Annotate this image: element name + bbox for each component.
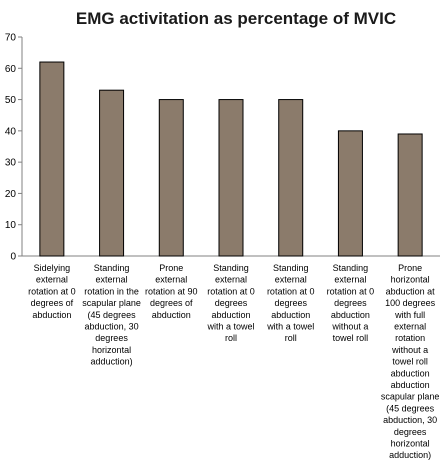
category-label-line: (45 degrees [88,310,137,320]
category-label-line: Prone [398,263,422,273]
category-label-line: roll [225,333,237,343]
category-label-line: Standing [94,263,130,273]
category-label: Sidelying external rotation at 0 degrees of… [28,263,76,320]
category-label-line: scapular plane [381,392,440,402]
category-label-line: external [334,275,366,285]
category-label-line: abduction [391,368,430,378]
chart-title: EMG activitation as percentage of MVIC [76,9,396,28]
category-label-line: rotation at 0 [327,286,375,296]
category-label-line: 100 degrees [385,298,436,308]
category-label-line: abduction [391,380,430,390]
category-label-line: scapular plane [82,298,141,308]
category-label-line: rotation at 0 [28,286,76,296]
category-label-line: rotation at 0 [207,286,255,296]
category-label-line: abduction at [386,286,436,296]
y-tick-label: 20 [5,189,17,200]
category-label-line: horizontal [391,275,430,285]
category-label-line: Standing [333,263,369,273]
category-label-line: degrees [274,298,307,308]
category-label-line: with full [394,310,425,320]
category-label-line: rotation at 0 [267,286,315,296]
category-label-line: abduction [271,310,310,320]
y-tick-label: 50 [5,95,17,106]
bar [99,89,125,257]
category-label-line: external [36,275,68,285]
category-label-line: external [394,322,426,332]
category-label-line: without a [331,322,368,332]
category-label-line: degrees [334,298,367,308]
category-label-line: Standing [273,263,309,273]
bar [397,133,423,257]
category-label-line: towel roll [333,333,369,343]
category-label-line: adduction) [91,357,133,367]
bar [278,99,304,257]
bar [39,61,65,257]
category-label-line: degrees [95,333,128,343]
category-label-line: horizontal [391,439,430,449]
category-label: Prone external rotation at 90 degrees of abd… [145,263,198,320]
category-labels: Sidelying external rotation at 0 degrees of… [28,263,439,460]
category-label-line: external [275,275,307,285]
category-label-line: Standing [213,263,249,273]
category-label: Standing external rotation at 0 degrees abdu… [327,263,375,343]
category-label-line: Prone [159,263,183,273]
category-label-line: Sidelying [34,263,71,273]
category-label-line: degrees of [150,298,193,308]
category-label-line: rotation [395,333,425,343]
category-label-line: abduction, 30 [85,322,139,332]
category-label-line: without a [391,345,428,355]
y-tick-label: 10 [5,220,17,231]
category-label: Standing external rotation in the scapular … [82,263,141,367]
category-label-line: horizontal [92,345,131,355]
category-label-line: abduction [211,310,250,320]
category-label-line: abduction [32,310,71,320]
bar [337,130,363,257]
y-tick-label: 60 [5,64,17,75]
y-tick-label: 40 [5,126,17,137]
category-label-line: abduction, 30 [383,415,437,425]
category-label-line: degrees of [31,298,74,308]
category-label-line: (45 degrees [386,403,435,413]
category-label-line: adduction) [389,450,431,460]
y-tick-label: 0 [10,252,16,263]
category-label-line: abduction [152,310,191,320]
bars [39,61,423,257]
category-label-line: with a towel [206,322,254,332]
y-axis-ticks: 0 10 20 30 40 50 60 70 [5,33,22,263]
category-label: Standing external rotation at 0 degrees abdu… [206,263,254,343]
bar [218,99,244,257]
y-tick-label: 30 [5,158,17,169]
category-label-line: external [96,275,128,285]
bar [158,99,184,257]
category-label-line: external [215,275,247,285]
category-label-line: roll [285,333,297,343]
y-tick-label: 70 [5,33,17,44]
category-label-line: rotation in the [84,286,139,296]
category-label-line: degrees [215,298,248,308]
category-label-line: rotation at 90 [145,286,198,296]
category-label-line: external [155,275,187,285]
category-label-line: abduction [331,310,370,320]
category-label: Prone horizontal abduction at 100 degrees wi… [381,263,440,460]
category-label: Standing external rotation at 0 degrees abdu… [266,263,314,343]
category-label-line: towel roll [392,357,428,367]
category-label-line: degrees [394,427,427,437]
category-label-line: with a towel [266,322,314,332]
